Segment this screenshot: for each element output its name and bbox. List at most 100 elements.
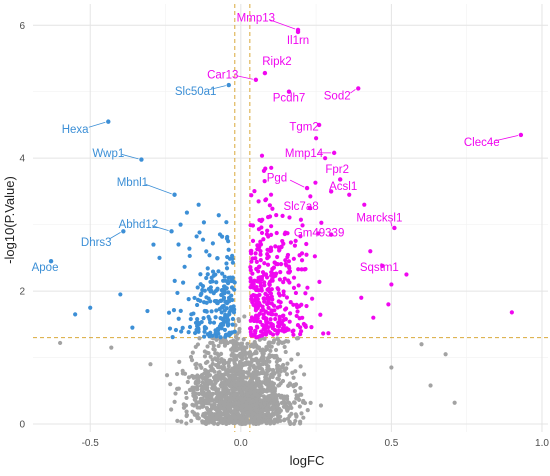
point-upregulated (302, 322, 306, 326)
point-not-significant (268, 349, 272, 353)
point-not-significant (249, 372, 253, 376)
gene-label: Acsl1 (329, 181, 357, 193)
point-upregulated (303, 267, 307, 271)
labeled-point (519, 133, 523, 137)
gene-label: Fpr2 (325, 164, 349, 176)
point-not-significant (272, 355, 276, 359)
point-upregulated (253, 256, 257, 260)
point-upregulated (292, 276, 296, 280)
point-not-significant (184, 410, 188, 414)
point-upregulated (304, 253, 308, 257)
point-not-significant (173, 400, 177, 404)
point-downregulated (223, 275, 227, 279)
point-downregulated (226, 322, 230, 326)
point-downregulated (173, 279, 177, 283)
point-downregulated (218, 232, 222, 236)
gene-label: Gm49339 (294, 228, 345, 240)
point-not-significant (221, 391, 225, 395)
point-not-significant (177, 360, 181, 364)
point-not-significant (242, 337, 246, 341)
point-upregulated (251, 223, 255, 227)
point-upregulated (252, 317, 256, 321)
point-not-significant (244, 380, 248, 384)
point-upregulated (256, 288, 260, 292)
point-not-significant (212, 385, 216, 389)
point-upregulated (292, 286, 296, 290)
point-downregulated (216, 332, 220, 336)
point-not-significant (245, 375, 249, 379)
point-downregulated (167, 311, 171, 315)
point-not-significant (237, 421, 241, 425)
point-not-significant (201, 392, 205, 396)
gene-label: Wwp1 (92, 148, 124, 160)
point-not-significant (202, 371, 206, 375)
point-not-significant (245, 410, 249, 414)
point-not-significant (58, 341, 62, 345)
point-not-significant (184, 403, 188, 407)
point-not-significant (453, 401, 457, 405)
point-downregulated (197, 203, 201, 207)
point-not-significant (184, 391, 188, 395)
point-downregulated (211, 241, 215, 245)
point-not-significant (179, 420, 183, 424)
point-downregulated (204, 276, 208, 280)
point-upregulated (250, 272, 254, 276)
point-upregulated (253, 329, 257, 333)
point-downregulated (194, 321, 198, 325)
point-not-significant (196, 381, 200, 385)
x-tick-label: 0.5 (384, 438, 398, 449)
labeled-point (169, 229, 173, 233)
point-downregulated (230, 285, 234, 289)
point-upregulated (289, 240, 293, 244)
point-not-significant (175, 419, 179, 423)
point-downregulated (207, 334, 211, 338)
point-upregulated (314, 136, 318, 140)
point-downregulated (196, 285, 200, 289)
point-not-significant (238, 353, 242, 357)
point-upregulated (308, 194, 312, 198)
point-downregulated (145, 309, 149, 313)
point-upregulated (300, 258, 304, 262)
point-downregulated (208, 299, 212, 303)
gene-label: Slc50a1 (175, 86, 217, 98)
y-tick-label: 4 (19, 154, 25, 165)
point-not-significant (292, 422, 296, 426)
point-upregulated (305, 286, 309, 290)
point-not-significant (274, 398, 278, 402)
y-axis-title: -log10(P.Value) (2, 176, 17, 264)
point-downregulated (200, 288, 204, 292)
point-not-significant (205, 386, 209, 390)
point-upregulated (319, 221, 323, 225)
gene-label: Mmp13 (237, 12, 275, 24)
point-upregulated (510, 310, 514, 314)
point-upregulated (262, 169, 266, 173)
point-not-significant (229, 418, 233, 422)
point-not-significant (239, 366, 243, 370)
point-downregulated (172, 308, 176, 312)
point-not-significant (285, 409, 289, 413)
point-not-significant (444, 352, 448, 356)
point-upregulated (295, 309, 299, 313)
point-not-significant (253, 375, 257, 379)
point-not-significant (175, 387, 179, 391)
point-downregulated (215, 288, 219, 292)
point-downregulated (207, 253, 211, 257)
x-tick-label: 0.0 (234, 438, 248, 449)
point-upregulated (263, 328, 267, 332)
point-not-significant (206, 399, 210, 403)
point-upregulated (255, 243, 259, 247)
point-upregulated (264, 197, 268, 201)
point-not-significant (235, 368, 239, 372)
point-downregulated (226, 290, 230, 294)
point-downregulated (197, 230, 201, 234)
point-downregulated (218, 307, 222, 311)
point-not-significant (165, 373, 169, 377)
point-upregulated (270, 312, 274, 316)
point-downregulated (214, 280, 218, 284)
point-not-significant (272, 372, 276, 376)
point-upregulated (266, 306, 270, 310)
point-not-significant (235, 381, 239, 385)
point-upregulated (282, 293, 286, 297)
point-upregulated (284, 317, 288, 321)
